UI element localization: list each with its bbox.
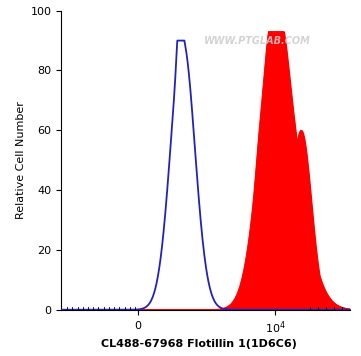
Text: CL488-67968 Flotillin 1(1D6C6): CL488-67968 Flotillin 1(1D6C6) — [101, 339, 296, 349]
Text: WWW.PTGLAB.COM: WWW.PTGLAB.COM — [204, 36, 311, 46]
Y-axis label: Relative Cell Number: Relative Cell Number — [17, 101, 26, 219]
